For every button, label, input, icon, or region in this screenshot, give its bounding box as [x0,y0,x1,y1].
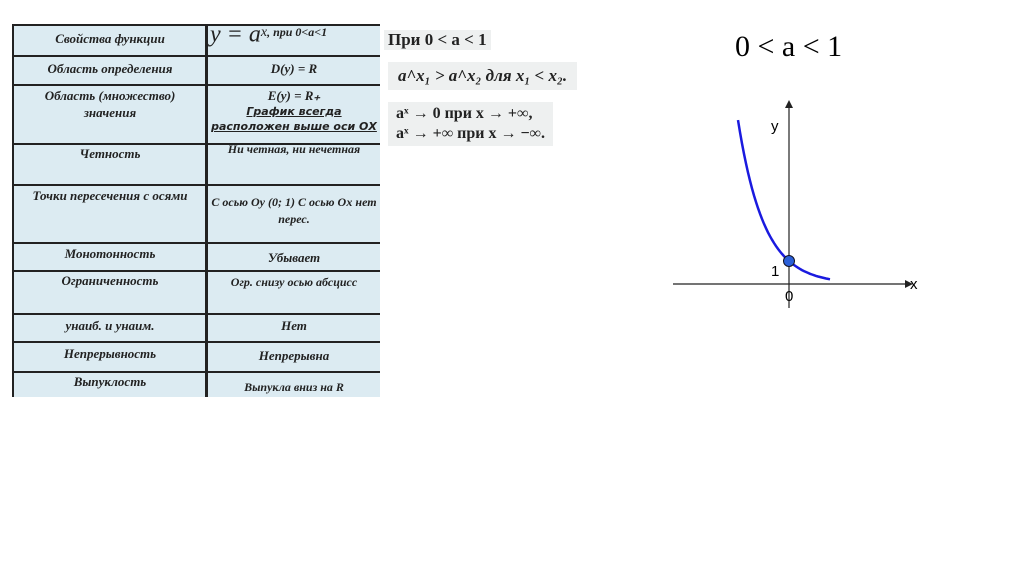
header-left: Свойства функции [55,31,165,46]
row-label: Выпуклость [73,374,147,389]
table-row [14,184,380,186]
row-label: Область определения [47,61,173,76]
row-value: Огр. снизу осью абсцисс [230,275,358,289]
formula-monotonic: a^x₁ > a^x₂ для x₁ < x₂. [388,62,578,90]
row-label: Непрерывность [63,346,157,361]
table-row [14,24,380,26]
row-label: унаиб. и унаим. [65,318,155,333]
row-note: График всегда расположен выше оси ОХ [211,105,377,133]
row-label: Точки пересечения с осями [32,188,188,203]
table-row [14,313,380,315]
y-tick-one: 1 [771,263,780,280]
table-row [14,270,380,272]
column-divider [205,24,208,397]
exponential-curve [736,119,831,281]
row-value: Убывает [267,250,321,265]
row-value: Нет [281,318,307,333]
row-label: Четность [79,146,141,161]
row-label: Монотонность [64,246,156,261]
formula-limits: aˣ → 0 при x → +∞, aˣ → +∞ при x → −∞. [388,102,553,146]
row-value: D(y) = R [270,61,318,76]
graph-title: 0 < a < 1 [735,30,843,63]
row-value: Непрерывна [258,348,330,363]
table-row [14,55,380,57]
row-label: Ограниченность [61,273,159,288]
y-axis-label: y [771,118,779,135]
properties-table: Свойства функции y = ax, при 0<a<1 Облас… [12,21,380,397]
row-label: Область (множество) значения [44,88,176,120]
formula-condition: При 0 < a < 1 [384,30,491,50]
table-row [14,242,380,244]
row-value: Выпукла вниз на R [244,380,344,394]
table-row [14,341,380,343]
x-axis-arrow-icon [905,280,913,288]
x-axis-label: x [910,276,918,293]
header-formula: y = ax, при 0<a<1 [210,21,328,48]
row-value: Ни четная, ни нечетная [227,142,361,156]
row-value: С осью Оу (0; 1) С осью Ох нет перес. [211,195,377,226]
row-value: E(y) = R₊ [267,88,321,103]
table-row [14,143,380,145]
origin-label: 0 [785,288,794,305]
table-row [14,84,380,86]
y-axis-arrow-icon [785,100,793,108]
table-row [14,371,380,373]
point-0-1 [783,255,795,267]
